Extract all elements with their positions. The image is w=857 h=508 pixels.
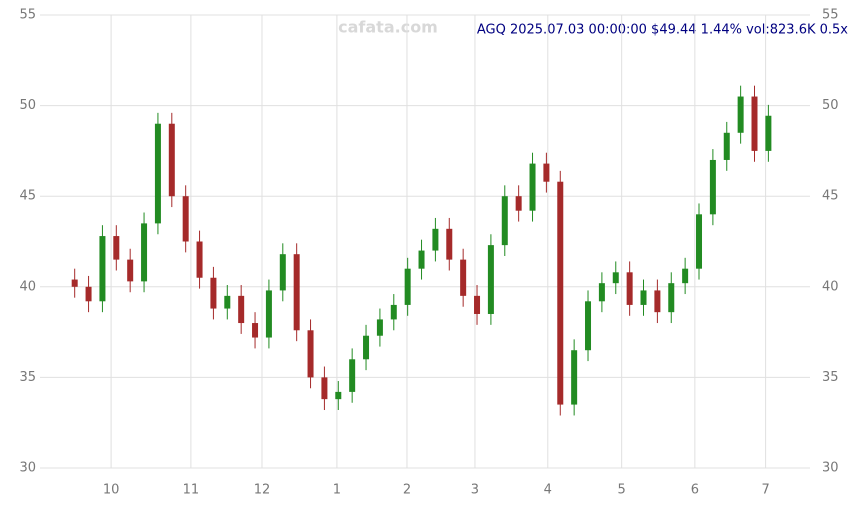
candle-body (196, 241, 203, 278)
candle-body (723, 132, 730, 160)
y-tick-label-right: 30 (822, 461, 839, 476)
candle-body (154, 123, 161, 224)
candle-body (668, 283, 675, 313)
candle-body (696, 214, 703, 269)
watermark: cafata.com (338, 18, 438, 37)
candle-body (321, 377, 328, 400)
candle-body (737, 96, 744, 133)
candle-body (543, 163, 550, 182)
candle-body (682, 268, 689, 284)
candle-body (335, 391, 342, 400)
candle-body (85, 286, 92, 302)
candle-body (765, 115, 772, 151)
candle-body (390, 304, 397, 320)
candle-body (404, 268, 411, 305)
x-tick-label: 4 (544, 483, 552, 498)
candle-body (501, 196, 508, 246)
candle-body (141, 223, 148, 282)
candle-body (709, 159, 716, 215)
candle-body (252, 323, 259, 338)
candle-body (612, 272, 619, 284)
candle-body (474, 295, 481, 314)
candle-body (654, 290, 661, 313)
candle-body (71, 279, 78, 287)
x-tick-label: 1 (333, 483, 341, 498)
candle-body (598, 283, 605, 302)
candle-body (571, 350, 578, 405)
candle-body (349, 359, 356, 392)
y-tick-label-right: 40 (822, 279, 839, 294)
candle-body (460, 259, 467, 296)
candle-body (626, 272, 633, 305)
y-tick-label-right: 55 (822, 8, 839, 23)
candle-body (529, 163, 536, 211)
chart-title: AGQ 2025.07.03 00:00:00 $49.44 1.44% vol… (477, 23, 848, 38)
candle-body (585, 301, 592, 351)
x-tick-label: 6 (691, 483, 699, 498)
y-tick-label: 40 (19, 279, 36, 294)
x-tick-label: 10 (103, 483, 120, 498)
y-tick-label-right: 50 (822, 98, 839, 113)
y-tick-label: 55 (19, 8, 36, 23)
candle-body (224, 295, 231, 309)
x-tick-label: 11 (183, 483, 200, 498)
candle-body (182, 196, 189, 242)
x-tick-label: 12 (254, 483, 271, 498)
candle-body (210, 277, 217, 309)
y-tick-label-right: 45 (822, 189, 839, 204)
y-tick-label: 30 (19, 461, 36, 476)
candle-body (113, 236, 120, 260)
candle-body (432, 228, 439, 251)
candle-body (751, 96, 758, 151)
x-tick-label: 5 (618, 483, 626, 498)
candle-body (515, 196, 522, 211)
candle-body (418, 250, 425, 269)
candle-body (446, 228, 453, 260)
x-tick-label: 2 (403, 483, 411, 498)
candle-body (127, 259, 134, 282)
y-tick-label-right: 35 (822, 370, 839, 385)
candle-body (293, 254, 300, 331)
y-tick-label: 35 (19, 370, 36, 385)
candle-body (363, 335, 370, 360)
candle-body (279, 254, 286, 291)
x-tick-label: 3 (471, 483, 479, 498)
candle-body (168, 123, 175, 197)
candle-body (265, 290, 272, 338)
candle-body (640, 290, 647, 305)
candle-body (307, 330, 314, 378)
candle-body (99, 236, 106, 302)
candle-body (557, 181, 564, 405)
y-tick-label: 50 (19, 98, 36, 113)
x-tick-label: 7 (761, 483, 769, 498)
candle-body (238, 295, 245, 324)
candle-body (487, 245, 494, 314)
y-tick-label: 45 (19, 189, 36, 204)
candle-body (376, 319, 383, 336)
